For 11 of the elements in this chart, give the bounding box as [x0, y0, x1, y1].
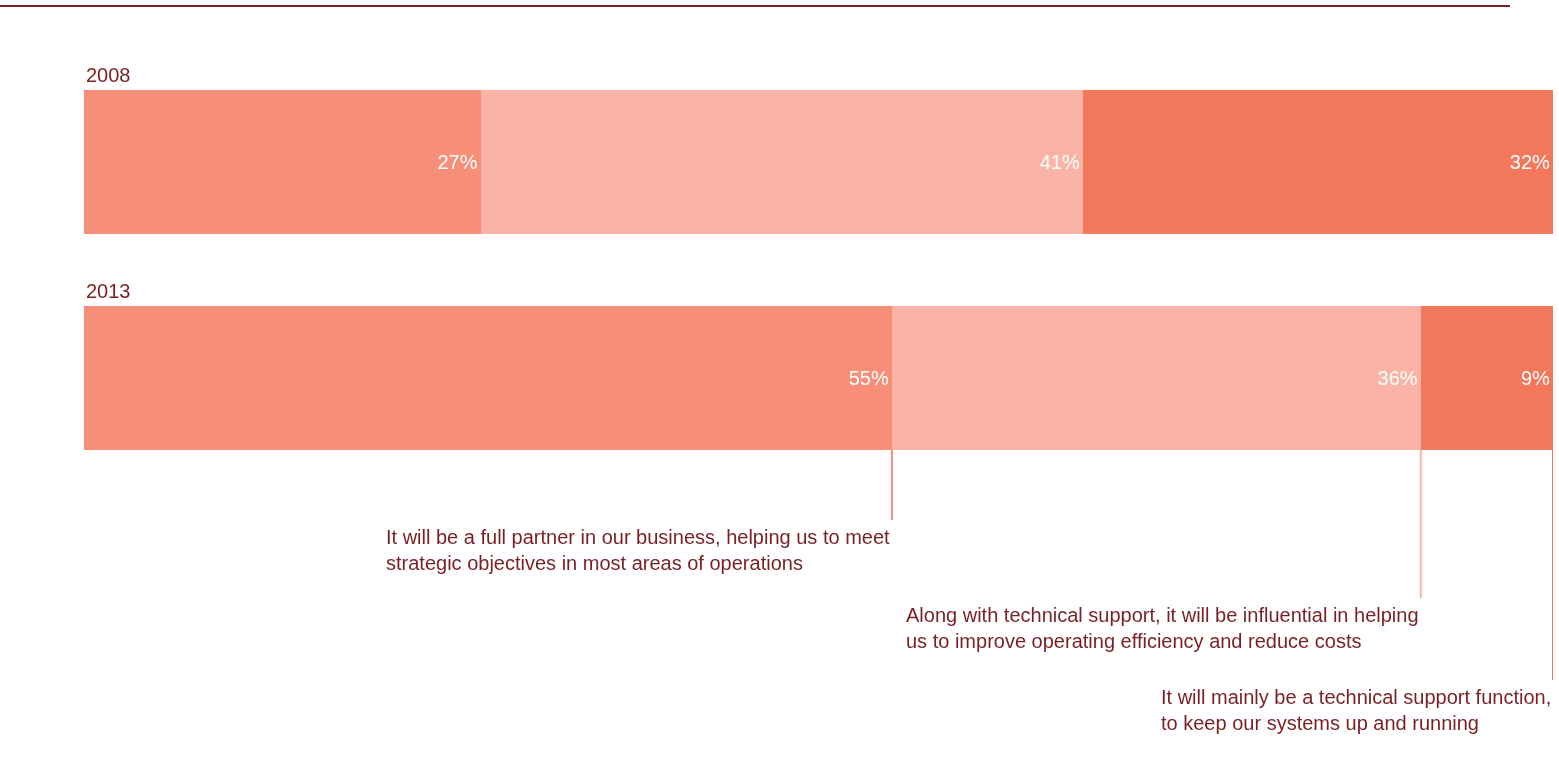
text: Along with technical support, it will be influential in helping us to improve operating efficiency and reduce costs [906, 604, 1419, 652]
data-label: 55% [848, 367, 889, 389]
y-tick-label: 2008 [86, 64, 131, 86]
data-label: 32% [1509, 151, 1550, 173]
y-tick-label: 2013 [86, 280, 131, 302]
text: It will be a full partner in our business, helping us to meet strategic objectives in most areas of operations [386, 526, 891, 574]
data-label: 41% [1039, 151, 1080, 173]
data-label: 36% [1377, 367, 1418, 389]
text: It will mainly be a technical support function, to keep our systems up and running [1161, 686, 1552, 734]
data-label: 27% [437, 151, 478, 173]
data-label: 9% [1520, 367, 1550, 389]
